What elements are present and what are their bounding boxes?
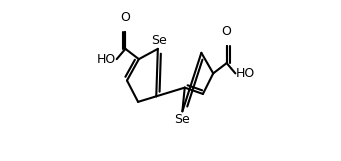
Text: Se: Se <box>174 113 190 126</box>
Text: O: O <box>120 10 130 24</box>
Text: HO: HO <box>97 53 116 66</box>
Text: Se: Se <box>151 34 166 47</box>
Text: O: O <box>222 25 232 38</box>
Text: HO: HO <box>236 67 255 80</box>
